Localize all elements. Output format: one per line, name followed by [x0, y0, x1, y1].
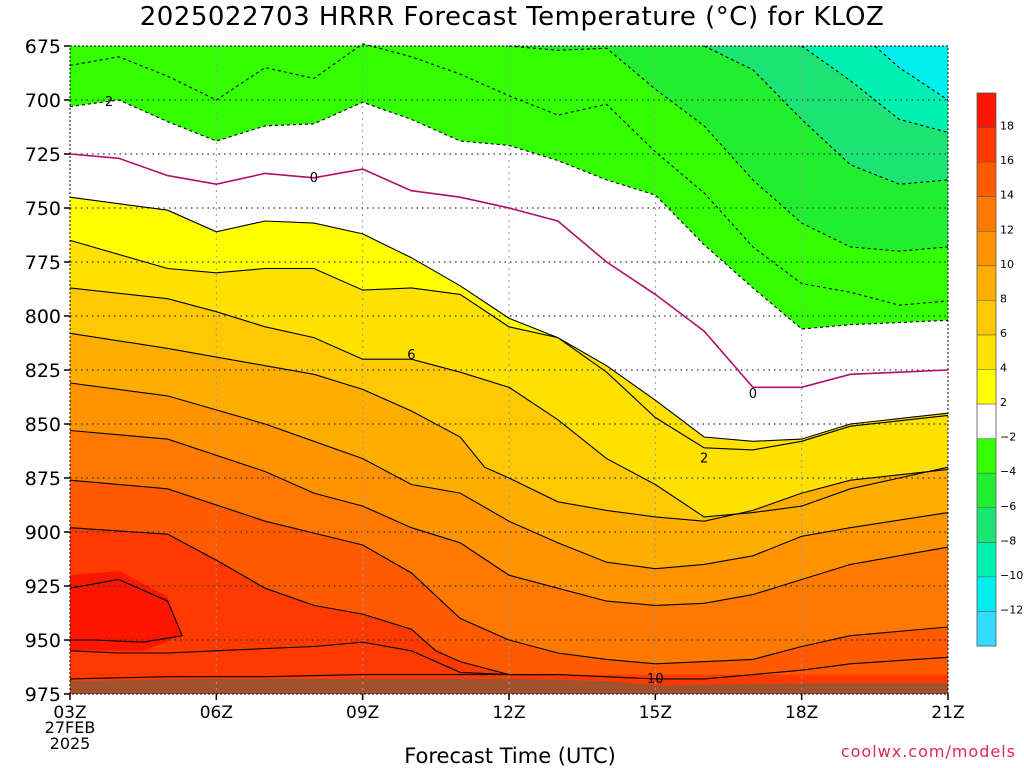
colorbar-label: −4 — [1000, 465, 1016, 478]
credit-text: coolwx.com/models — [840, 742, 1016, 761]
isotherm-line — [69, 382, 949, 570]
colorbar-label: 14 — [1000, 189, 1014, 202]
colorbar-label: 4 — [1000, 362, 1007, 375]
isotherm-line — [69, 196, 949, 451]
isotherm-line — [69, 429, 949, 606]
colorbar-label: −8 — [1000, 534, 1016, 547]
isotherm-line — [69, 332, 949, 522]
isotherm-line — [69, 287, 949, 518]
y-tick-label: 850 — [25, 414, 61, 436]
grid-lines — [70, 46, 948, 694]
y-tick-label: 950 — [25, 630, 61, 652]
y-tick-label: 800 — [25, 306, 61, 328]
isotherm-line — [69, 153, 949, 389]
isotherm-line — [801, 45, 949, 133]
y-tick-label: 925 — [25, 576, 61, 598]
isotherm-label: 2 — [700, 452, 708, 467]
colorbar-label: −6 — [1000, 500, 1016, 513]
isotherm-label: 0 — [749, 387, 757, 402]
colorbar-swatch — [977, 93, 996, 129]
colorbar-label: 6 — [1000, 327, 1007, 340]
colorbar-label: 10 — [1000, 258, 1014, 271]
x-tick-label: 06Z — [200, 703, 233, 723]
colorbar-swatch — [977, 611, 996, 647]
isotherm-line — [69, 99, 949, 330]
colorbar-swatch — [977, 404, 996, 440]
y-tick-label: 825 — [25, 360, 61, 382]
colorbar-label: 12 — [1000, 223, 1014, 236]
x-tick-label: 09Z — [346, 703, 379, 723]
colorbar: 18 16 14 12 10 8 6 4 2 −2 −4 −6 −8 −10 −12 — [976, 92, 1023, 647]
x-axis-label: Forecast Time (UTC) — [404, 744, 616, 768]
isotherm-line — [69, 641, 558, 676]
y-tick-label: 750 — [25, 198, 61, 220]
colorbar-swatch — [977, 265, 996, 301]
isotherm-line — [69, 239, 949, 442]
colorbar-swatch — [977, 231, 996, 267]
x-tick-label: 03Z — [53, 703, 86, 723]
isotherm-line — [508, 45, 949, 252]
y-tick-label: 725 — [25, 144, 61, 166]
date-line-2: 2025 — [49, 734, 91, 753]
x-tick-label: 12Z — [492, 703, 525, 723]
colorbar-label: 8 — [1000, 292, 1007, 305]
colorbar-swatch — [977, 196, 996, 232]
start-date: 27FEB 2025 — [30, 720, 110, 752]
isotherm-line — [703, 45, 949, 185]
y-tick-label: 775 — [25, 252, 61, 274]
isotherm-line — [69, 527, 558, 676]
colorbar-swatch — [977, 507, 996, 543]
x-tick-label: 18Z — [785, 703, 818, 723]
colorbar-swatch — [977, 369, 996, 405]
isotherm-line — [69, 479, 949, 665]
isotherm-label: 6 — [407, 348, 415, 363]
y-tick-label: 900 — [25, 522, 61, 544]
x-tick-label: 15Z — [639, 703, 672, 723]
y-tick-label: 675 — [25, 36, 61, 58]
x-tick-label: 21Z — [931, 703, 964, 723]
y-tick-label: 975 — [25, 684, 61, 706]
colorbar-label: 2 — [1000, 396, 1007, 409]
cold-band — [874, 46, 948, 100]
isotherm-label: 10 — [647, 672, 664, 687]
colorbar-swatch — [977, 162, 996, 198]
plot-area — [70, 43, 948, 695]
colorbar-label: −2 — [1000, 431, 1016, 444]
isotherm-line — [69, 578, 183, 643]
colorbar-swatch — [977, 300, 996, 336]
colorbar-label: −12 — [1000, 603, 1023, 616]
isotherm-label: 0 — [310, 171, 318, 186]
colorbar-swatch — [977, 576, 996, 612]
isotherm-lines: 2 0 6 0 2 10 — [69, 43, 949, 687]
temperature-band — [70, 527, 948, 694]
chart-title: 2025022703 HRRR Forecast Temperature (°C… — [139, 2, 885, 32]
temperature-band-hot — [70, 570, 183, 651]
colorbar-swatch — [977, 127, 996, 163]
colorbar-swatch — [977, 438, 996, 474]
colorbar-label: −10 — [1000, 569, 1023, 582]
colorbar-label: 16 — [1000, 154, 1014, 167]
isotherm-label: 2 — [105, 95, 113, 110]
ground-layer — [70, 678, 948, 694]
colorbar-label: 18 — [1000, 120, 1014, 133]
isotherm-line — [874, 45, 949, 101]
colorbar-swatch — [977, 334, 996, 370]
isotherm-line — [69, 43, 949, 306]
y-tick-label: 875 — [25, 468, 61, 490]
y-tick-label: 700 — [25, 90, 61, 112]
colorbar-swatch — [977, 473, 996, 509]
colorbar-swatch — [977, 542, 996, 578]
axes: 6757007257507758008258508759009259509750… — [25, 36, 965, 723]
date-line-1: 27FEB — [44, 718, 96, 737]
